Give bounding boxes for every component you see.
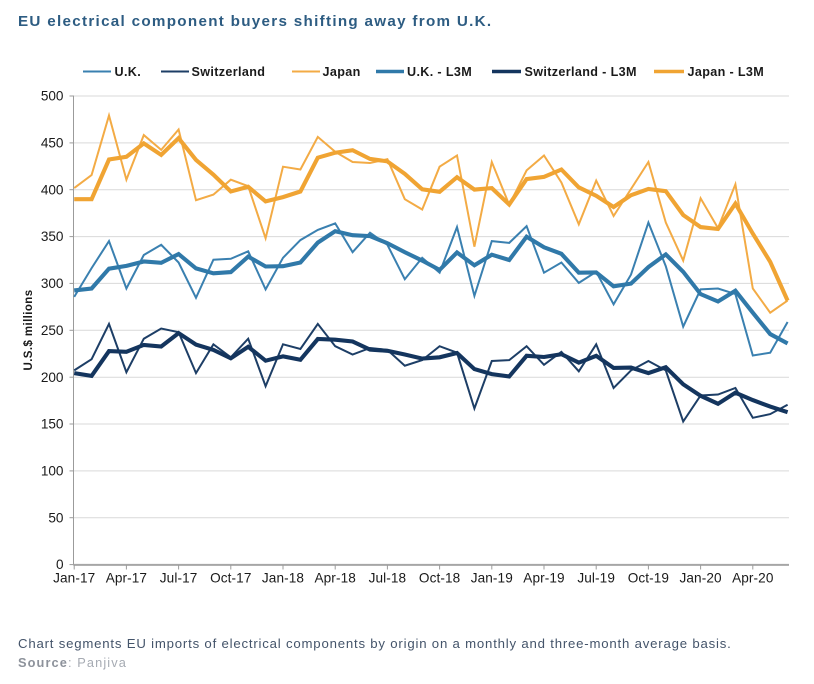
- svg-text:Source: Panjiva: Source: Panjiva: [18, 655, 127, 670]
- svg-text:U.K. - L3M: U.K. - L3M: [407, 65, 472, 79]
- svg-text:U.S.$ millions: U.S.$ millions: [23, 289, 35, 370]
- svg-text:Apr-17: Apr-17: [106, 571, 147, 586]
- svg-text:Oct-17: Oct-17: [210, 571, 251, 586]
- svg-text:250: 250: [41, 323, 64, 338]
- svg-text:300: 300: [41, 276, 64, 291]
- svg-text:Japan: Japan: [323, 65, 361, 79]
- svg-text:Jan-17: Jan-17: [53, 571, 95, 586]
- svg-text:Apr-19: Apr-19: [523, 571, 564, 586]
- svg-text:EU electrical component buyers: EU electrical component buyers shifting …: [18, 13, 492, 30]
- svg-text:Oct-18: Oct-18: [419, 571, 460, 586]
- svg-text:500: 500: [41, 89, 64, 104]
- svg-text:Jul-17: Jul-17: [160, 571, 198, 586]
- svg-text:Jul-18: Jul-18: [369, 571, 407, 586]
- svg-text:Jan-20: Jan-20: [680, 571, 723, 586]
- svg-text:0: 0: [56, 557, 64, 572]
- svg-text:400: 400: [41, 182, 64, 197]
- svg-text:Jul-19: Jul-19: [577, 571, 615, 586]
- svg-text:Jan-18: Jan-18: [262, 571, 304, 586]
- svg-text:200: 200: [41, 370, 64, 385]
- svg-text:Japan - L3M: Japan - L3M: [688, 65, 765, 79]
- svg-text:Oct-19: Oct-19: [628, 571, 669, 586]
- svg-text:Switzerland - L3M: Switzerland - L3M: [525, 65, 637, 79]
- svg-text:Chart segments EU imports of e: Chart segments EU imports of electrical …: [18, 636, 732, 651]
- svg-text:Apr-18: Apr-18: [314, 571, 355, 586]
- svg-text:Switzerland: Switzerland: [192, 65, 266, 79]
- svg-text:100: 100: [41, 464, 64, 479]
- svg-text:450: 450: [41, 136, 64, 151]
- svg-text:150: 150: [41, 417, 64, 432]
- svg-text:50: 50: [48, 510, 64, 525]
- svg-text:U.K.: U.K.: [115, 65, 142, 79]
- svg-text:Jan-19: Jan-19: [471, 571, 513, 586]
- svg-text:350: 350: [41, 229, 64, 244]
- svg-text:Apr-20: Apr-20: [732, 571, 774, 586]
